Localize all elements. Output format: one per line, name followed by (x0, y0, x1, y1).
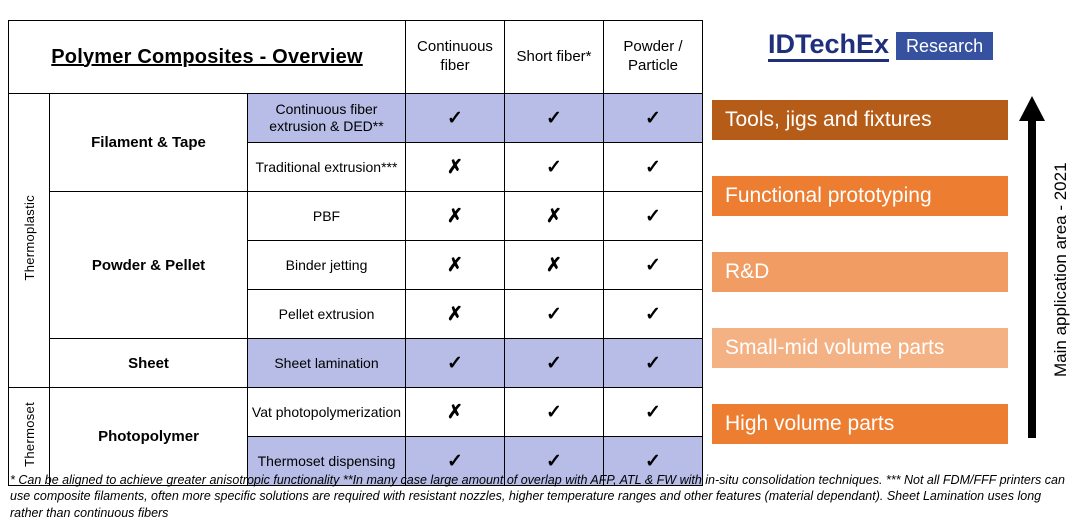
process-cell: Binder jetting (247, 240, 406, 290)
application-bar-small-mid-volume: Small-mid volume parts (712, 328, 1008, 368)
col-header-short-fiber: Short fiber* (504, 20, 604, 94)
application-bar-high-volume: High volume parts (712, 404, 1008, 444)
process-cell: Vat photopolymerization (247, 387, 406, 437)
group-thermoset: Thermoset (8, 387, 50, 486)
mark-cell: ✗ (405, 240, 505, 290)
mark-cell: ✓ (504, 93, 604, 143)
up-arrow-icon (1019, 96, 1045, 121)
footnote: * Can be aligned to achieve greater anis… (10, 473, 1065, 520)
application-bars: Tools, jigs and fixtures Functional prot… (712, 100, 1008, 444)
application-bar-rnd: R&D (712, 252, 1008, 292)
application-bar-tools-jigs-fixtures: Tools, jigs and fixtures (712, 100, 1008, 140)
process-cell: Thermoset dispensing (247, 436, 406, 486)
category-filament-tape: Filament & Tape (49, 93, 248, 192)
process-cell: Traditional extrusion*** (247, 142, 406, 192)
research-badge: Research (896, 32, 994, 61)
mark-cell: ✓ (504, 289, 604, 339)
col-header-continuous-fiber: Continuous fiber (405, 20, 505, 94)
mark-cell: ✓ (603, 93, 703, 143)
idtechex-logo: IDTechEx Research (768, 30, 994, 63)
mark-cell: ✓ (603, 387, 703, 437)
mark-cell: ✓ (603, 191, 703, 241)
mark-cell: ✗ (504, 240, 604, 290)
table-row: Traditional extrusion*** ✗ ✓ ✓ (9, 142, 703, 192)
category-photopolymer: Photopolymer (49, 387, 248, 486)
mark-cell: ✓ (504, 338, 604, 388)
mark-cell: ✓ (603, 338, 703, 388)
table-row: Powder & Pellet PBF ✗ ✗ ✓ (9, 191, 703, 339)
up-arrow-shaft (1028, 119, 1036, 438)
mark-cell: ✓ (504, 142, 604, 192)
table-row: Thermoplastic Filament & Tape Continuous… (8, 93, 703, 388)
category-sheet: Sheet (49, 338, 248, 388)
table-row: Pellet extrusion ✗ ✓ ✓ (9, 289, 703, 339)
mark-cell: ✗ (405, 387, 505, 437)
mark-cell: ✓ (504, 436, 604, 486)
header-row: Polymer Composites - Overview Continuous… (8, 20, 703, 94)
main-application-axis-label: Main application area - 2021 (1051, 162, 1070, 378)
mark-cell: ✓ (405, 93, 505, 143)
col-header-powder-particle: Powder / Particle (603, 20, 703, 94)
table-row: Thermoset Photopolymer Vat photopolymeri… (8, 387, 703, 486)
group-thermoplastic: Thermoplastic (8, 93, 50, 388)
idtechex-wordmark: IDTechEx (768, 30, 890, 63)
process-cell: Sheet lamination (247, 338, 406, 388)
mark-cell: ✗ (504, 191, 604, 241)
process-cell: Pellet extrusion (247, 289, 406, 339)
mark-cell: ✓ (504, 387, 604, 437)
table-row: Binder jetting ✗ ✗ ✓ (9, 240, 703, 290)
category-powder-pellet: Powder & Pellet (49, 191, 248, 339)
mark-cell: ✗ (405, 289, 505, 339)
mark-cell: ✓ (405, 436, 505, 486)
composites-table: Polymer Composites - Overview Continuous… (8, 20, 703, 486)
table-row: Thermoset dispensing ✓ ✓ ✓ (9, 436, 703, 486)
application-bar-functional-prototyping: Functional prototyping (712, 176, 1008, 216)
mark-cell: ✓ (603, 289, 703, 339)
page-title: Polymer Composites - Overview (51, 45, 363, 68)
mark-cell: ✓ (603, 142, 703, 192)
mark-cell: ✓ (603, 436, 703, 486)
mark-cell: ✗ (405, 142, 505, 192)
mark-cell: ✓ (405, 338, 505, 388)
table-row: Sheet Sheet lamination ✓ ✓ ✓ (9, 338, 703, 388)
process-cell: PBF (247, 191, 406, 241)
mark-cell: ✓ (603, 240, 703, 290)
mark-cell: ✗ (405, 191, 505, 241)
process-cell: Continuous fiber extrusion & DED** (247, 93, 406, 143)
